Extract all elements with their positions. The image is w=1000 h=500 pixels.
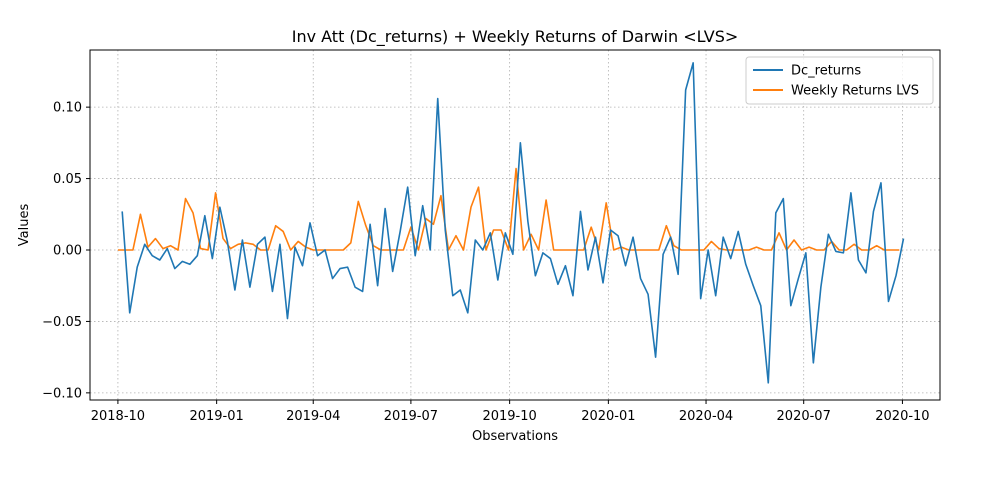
x-tick-label: 2020-07	[777, 409, 831, 424]
x-tick-label: 2020-10	[875, 409, 929, 424]
y-tick-label: 0.05	[53, 172, 82, 187]
y-axis-label: Values	[17, 204, 32, 247]
x-tick-label: 2018-10	[91, 409, 145, 424]
x-tick-label: 2020-04	[679, 409, 733, 424]
series-line-weekly-returns	[117, 167, 900, 251]
y-tick-label: 0.10	[53, 101, 82, 116]
chart-title: Inv Att (Dc_returns) + Weekly Returns of…	[292, 27, 739, 47]
x-tick-label: 2019-07	[384, 409, 438, 424]
y-tick-label: −0.05	[42, 315, 82, 330]
y-axis-ticks: −0.10 −0.05 0.00 0.05 0.10	[42, 101, 90, 401]
x-axis-label: Observations	[472, 429, 558, 444]
legend-label-dc-returns: Dc_returns	[791, 64, 861, 79]
y-tick-label: −0.10	[42, 386, 82, 401]
legend-label-weekly-returns: Weekly Returns LVS	[791, 84, 919, 99]
series-lines	[117, 62, 905, 384]
x-axis-ticks: 2018-10 2019-01 2019-04 2019-07 2019-10 2020-…	[91, 400, 930, 424]
x-tick-label: 2019-10	[482, 409, 536, 424]
x-tick-label: 2020-01	[581, 409, 635, 424]
y-tick-label: 0.00	[53, 244, 82, 259]
plot-frame	[89, 49, 941, 401]
legend: Dc_returns Weekly Returns LVS	[745, 56, 934, 105]
x-tick-label: 2019-04	[286, 409, 340, 424]
x-tick-label: 2019-01	[189, 409, 243, 424]
series-line-dc-returns	[121, 62, 905, 384]
legend-box	[745, 56, 934, 105]
